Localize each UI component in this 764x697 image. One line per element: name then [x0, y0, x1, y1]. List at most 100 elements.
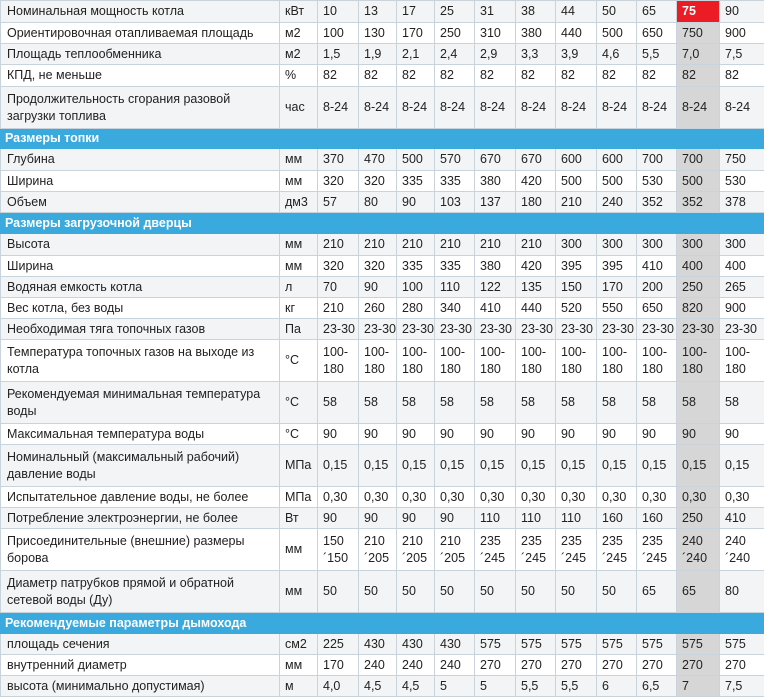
row-unit: кг: [280, 298, 318, 319]
value-cell: 90: [720, 1, 764, 23]
value-cell: 8-24: [359, 87, 397, 129]
value-cell: 65: [637, 571, 677, 613]
value-cell: 23-30: [556, 319, 597, 340]
value-cell: 240 ´240: [677, 529, 720, 571]
value-cell: 110: [475, 508, 516, 529]
value-cell: 210 ´205: [359, 529, 397, 571]
row-label: Испытательное давление воды, не более: [1, 487, 280, 508]
value-cell: 110: [435, 277, 475, 298]
value-cell: 50: [597, 1, 637, 23]
value-cell: 430: [435, 634, 475, 655]
value-cell: 50: [397, 571, 435, 613]
value-cell: 38: [516, 1, 556, 23]
value-cell: 240 ´240: [720, 529, 764, 571]
value-cell: 210: [318, 298, 359, 319]
value-cell: 0,15: [677, 445, 720, 487]
value-cell: 352: [637, 192, 677, 213]
value-cell: 500: [397, 149, 435, 171]
value-cell: 100: [318, 23, 359, 44]
value-cell: 420: [516, 171, 556, 192]
value-cell: 8-24: [318, 87, 359, 129]
value-cell: 7,0: [677, 44, 720, 65]
value-cell: 82: [318, 65, 359, 87]
value-cell: 4,6: [597, 44, 637, 65]
table-row: Рекомендуемая минимальная температура во…: [1, 382, 764, 424]
value-cell: 240: [397, 655, 435, 676]
value-cell: 90: [359, 508, 397, 529]
value-cell: 750: [720, 149, 764, 171]
value-cell: 0,30: [318, 487, 359, 508]
value-cell: 90: [475, 424, 516, 445]
row-unit: мм: [280, 529, 318, 571]
value-cell: 8-24: [397, 87, 435, 129]
value-cell: 4,5: [397, 676, 435, 697]
row-unit: Па: [280, 319, 318, 340]
value-cell: 82: [720, 65, 764, 87]
value-cell: 335: [435, 256, 475, 277]
value-cell: 440: [556, 23, 597, 44]
value-cell: 335: [397, 171, 435, 192]
value-cell: 0,30: [397, 487, 435, 508]
row-label: внутренний диаметр: [1, 655, 280, 676]
value-cell: 2,1: [397, 44, 435, 65]
row-unit: м: [280, 676, 318, 697]
value-cell: 82: [397, 65, 435, 87]
row-unit: мм: [280, 256, 318, 277]
value-cell: 82: [556, 65, 597, 87]
value-cell: 340: [435, 298, 475, 319]
value-cell: 270: [720, 655, 764, 676]
value-cell: 6,5: [637, 676, 677, 697]
value-cell: 0,30: [516, 487, 556, 508]
row-unit: мм: [280, 149, 318, 171]
value-cell: 400: [677, 256, 720, 277]
value-cell: 58: [516, 382, 556, 424]
value-cell: 122: [475, 277, 516, 298]
value-cell: 250: [677, 277, 720, 298]
value-cell: 2,9: [475, 44, 516, 65]
value-cell: 23-30: [677, 319, 720, 340]
row-label: Продолжительность сгорания разовой загру…: [1, 87, 280, 129]
value-cell: 235 ´245: [516, 529, 556, 571]
row-unit: м2: [280, 23, 318, 44]
value-cell: 90: [720, 424, 764, 445]
value-cell: 50: [435, 571, 475, 613]
value-cell: 90: [359, 277, 397, 298]
value-cell: 280: [397, 298, 435, 319]
value-cell: 0,15: [397, 445, 435, 487]
value-cell: 420: [516, 256, 556, 277]
value-cell: 500: [597, 23, 637, 44]
value-cell: 240: [359, 655, 397, 676]
value-cell: 380: [516, 23, 556, 44]
value-cell: 225: [318, 634, 359, 655]
row-label: Номинальный (максимальный рабочий) давле…: [1, 445, 280, 487]
value-cell: 270: [556, 655, 597, 676]
row-unit: МПа: [280, 445, 318, 487]
value-cell: 1,9: [359, 44, 397, 65]
value-cell: 335: [435, 171, 475, 192]
value-cell: 58: [677, 382, 720, 424]
value-cell: 50: [475, 571, 516, 613]
value-cell: 575: [556, 634, 597, 655]
row-unit: °С: [280, 340, 318, 382]
value-cell: 23-30: [318, 319, 359, 340]
row-label: Рекомендуемая минимальная температура во…: [1, 382, 280, 424]
section-title: Размеры загрузочной дверцы: [1, 213, 764, 234]
value-cell: 100-180: [359, 340, 397, 382]
value-cell: 100-180: [397, 340, 435, 382]
value-cell: 750: [677, 23, 720, 44]
value-cell: 235 ´245: [556, 529, 597, 571]
value-cell: 23-30: [516, 319, 556, 340]
value-cell: 23-30: [720, 319, 764, 340]
value-cell: 23-30: [435, 319, 475, 340]
value-cell: 0,15: [435, 445, 475, 487]
value-cell: 170: [597, 277, 637, 298]
value-cell: 700: [637, 149, 677, 171]
value-cell: 240: [597, 192, 637, 213]
value-cell: 530: [637, 171, 677, 192]
row-unit: мм: [280, 571, 318, 613]
